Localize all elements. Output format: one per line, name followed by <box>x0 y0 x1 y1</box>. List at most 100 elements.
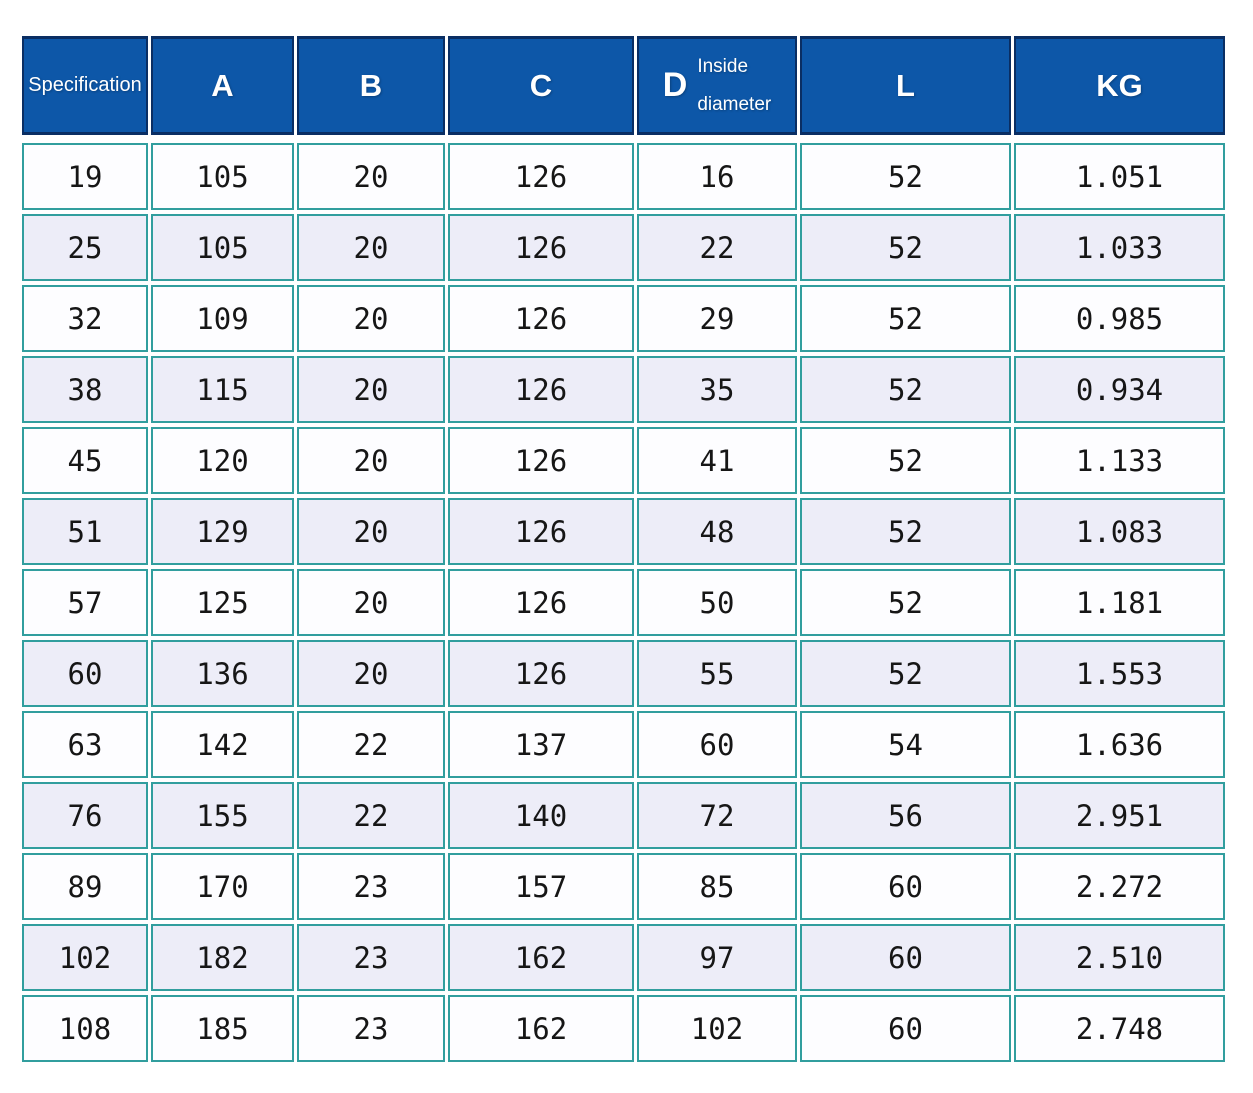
table-cell: 136 <box>151 640 294 707</box>
table-cell: 38 <box>22 356 148 423</box>
table-cell: 102 <box>637 995 797 1062</box>
column-header-d-inside-diameter: D Inside diameter <box>637 36 797 135</box>
d-sublabel-line-1: Inside <box>697 55 749 77</box>
column-header-c: C <box>448 36 634 135</box>
table-cell: 109 <box>151 285 294 352</box>
table-cell: 20 <box>297 569 445 636</box>
table-cell: 19 <box>22 143 148 210</box>
table-cell: 97 <box>637 924 797 991</box>
table-row: 51 129 20 126 48 52 1.083 <box>22 498 1225 565</box>
table-cell: 52 <box>800 498 1011 565</box>
table-row: 57 125 20 126 50 52 1.181 <box>22 569 1225 636</box>
table-cell: 16 <box>637 143 797 210</box>
table-row: 102 182 23 162 97 60 2.510 <box>22 924 1225 991</box>
column-header-kg: KG <box>1014 36 1225 135</box>
table-cell: 1.083 <box>1014 498 1225 565</box>
table-cell: 182 <box>151 924 294 991</box>
table-cell: 60 <box>800 853 1011 920</box>
column-header-a: A <box>151 36 294 135</box>
table-cell: 23 <box>297 924 445 991</box>
table-cell: 25 <box>22 214 148 281</box>
table-cell: 115 <box>151 356 294 423</box>
table-cell: 23 <box>297 995 445 1062</box>
table-row: 108 185 23 162 102 60 2.748 <box>22 995 1225 1062</box>
table-cell: 2.748 <box>1014 995 1225 1062</box>
table-cell: 60 <box>637 711 797 778</box>
table-cell: 50 <box>637 569 797 636</box>
table-cell: 41 <box>637 427 797 494</box>
table-cell: 126 <box>448 143 634 210</box>
table-cell: 2.951 <box>1014 782 1225 849</box>
table-cell: 72 <box>637 782 797 849</box>
table-cell: 105 <box>151 214 294 281</box>
table-row: 38 115 20 126 35 52 0.934 <box>22 356 1225 423</box>
table-cell: 45 <box>22 427 148 494</box>
column-header-specification: Specification <box>22 36 148 135</box>
table-row: 76 155 22 140 72 56 2.951 <box>22 782 1225 849</box>
table-cell: 120 <box>151 427 294 494</box>
table-cell: 126 <box>448 214 634 281</box>
table-cell: 126 <box>448 356 634 423</box>
table-cell: 22 <box>637 214 797 281</box>
table-row: 32 109 20 126 29 52 0.985 <box>22 285 1225 352</box>
table-cell: 20 <box>297 427 445 494</box>
table-row: 19 105 20 126 16 52 1.051 <box>22 143 1225 210</box>
table-cell: 52 <box>800 143 1011 210</box>
table-cell: 129 <box>151 498 294 565</box>
table-cell: 57 <box>22 569 148 636</box>
table-cell: 20 <box>297 498 445 565</box>
table-cell: 29 <box>637 285 797 352</box>
column-header-b: B <box>297 36 445 135</box>
table-cell: 126 <box>448 498 634 565</box>
table-cell: 20 <box>297 214 445 281</box>
column-header-l: L <box>800 36 1011 135</box>
table-cell: 157 <box>448 853 634 920</box>
table-cell: 60 <box>22 640 148 707</box>
table-cell: 1.181 <box>1014 569 1225 636</box>
table-cell: 52 <box>800 640 1011 707</box>
table-cell: 48 <box>637 498 797 565</box>
table-cell: 20 <box>297 285 445 352</box>
table-cell: 20 <box>297 143 445 210</box>
table-cell: 155 <box>151 782 294 849</box>
table-row: 89 170 23 157 85 60 2.272 <box>22 853 1225 920</box>
table-cell: 102 <box>22 924 148 991</box>
table-cell: 140 <box>448 782 634 849</box>
table-cell: 23 <box>297 853 445 920</box>
table-cell: 60 <box>800 924 1011 991</box>
table-cell: 55 <box>637 640 797 707</box>
table-cell: 52 <box>800 427 1011 494</box>
table-cell: 142 <box>151 711 294 778</box>
table-cell: 1.051 <box>1014 143 1225 210</box>
table-cell: 52 <box>800 214 1011 281</box>
table-cell: 126 <box>448 427 634 494</box>
table-cell: 85 <box>637 853 797 920</box>
table-cell: 52 <box>800 569 1011 636</box>
table-cell: 1.033 <box>1014 214 1225 281</box>
table-cell: 2.272 <box>1014 853 1225 920</box>
table-cell: 0.985 <box>1014 285 1225 352</box>
table-cell: 162 <box>448 924 634 991</box>
table-cell: 52 <box>800 356 1011 423</box>
table-cell: 20 <box>297 356 445 423</box>
table-cell: 60 <box>800 995 1011 1062</box>
table-cell: 2.510 <box>1014 924 1225 991</box>
table-cell: 0.934 <box>1014 356 1225 423</box>
table-body: 19 105 20 126 16 52 1.051 25 105 20 126 22 52 1.033 32… <box>22 143 1225 1062</box>
table-cell: 35 <box>637 356 797 423</box>
table-cell: 126 <box>448 285 634 352</box>
table-row: 25 105 20 126 22 52 1.033 <box>22 214 1225 281</box>
table-cell: 32 <box>22 285 148 352</box>
table-cell: 54 <box>800 711 1011 778</box>
table-cell: 76 <box>22 782 148 849</box>
table-cell: 52 <box>800 285 1011 352</box>
table-cell: 137 <box>448 711 634 778</box>
table-cell: 56 <box>800 782 1011 849</box>
table-cell: 22 <box>297 711 445 778</box>
column-header-d-sublabel: Inside diameter <box>697 48 771 124</box>
table-cell: 89 <box>22 853 148 920</box>
column-header-d-letter: D <box>662 66 688 104</box>
table-row: 45 120 20 126 41 52 1.133 <box>22 427 1225 494</box>
table-cell: 108 <box>22 995 148 1062</box>
table-cell: 20 <box>297 640 445 707</box>
